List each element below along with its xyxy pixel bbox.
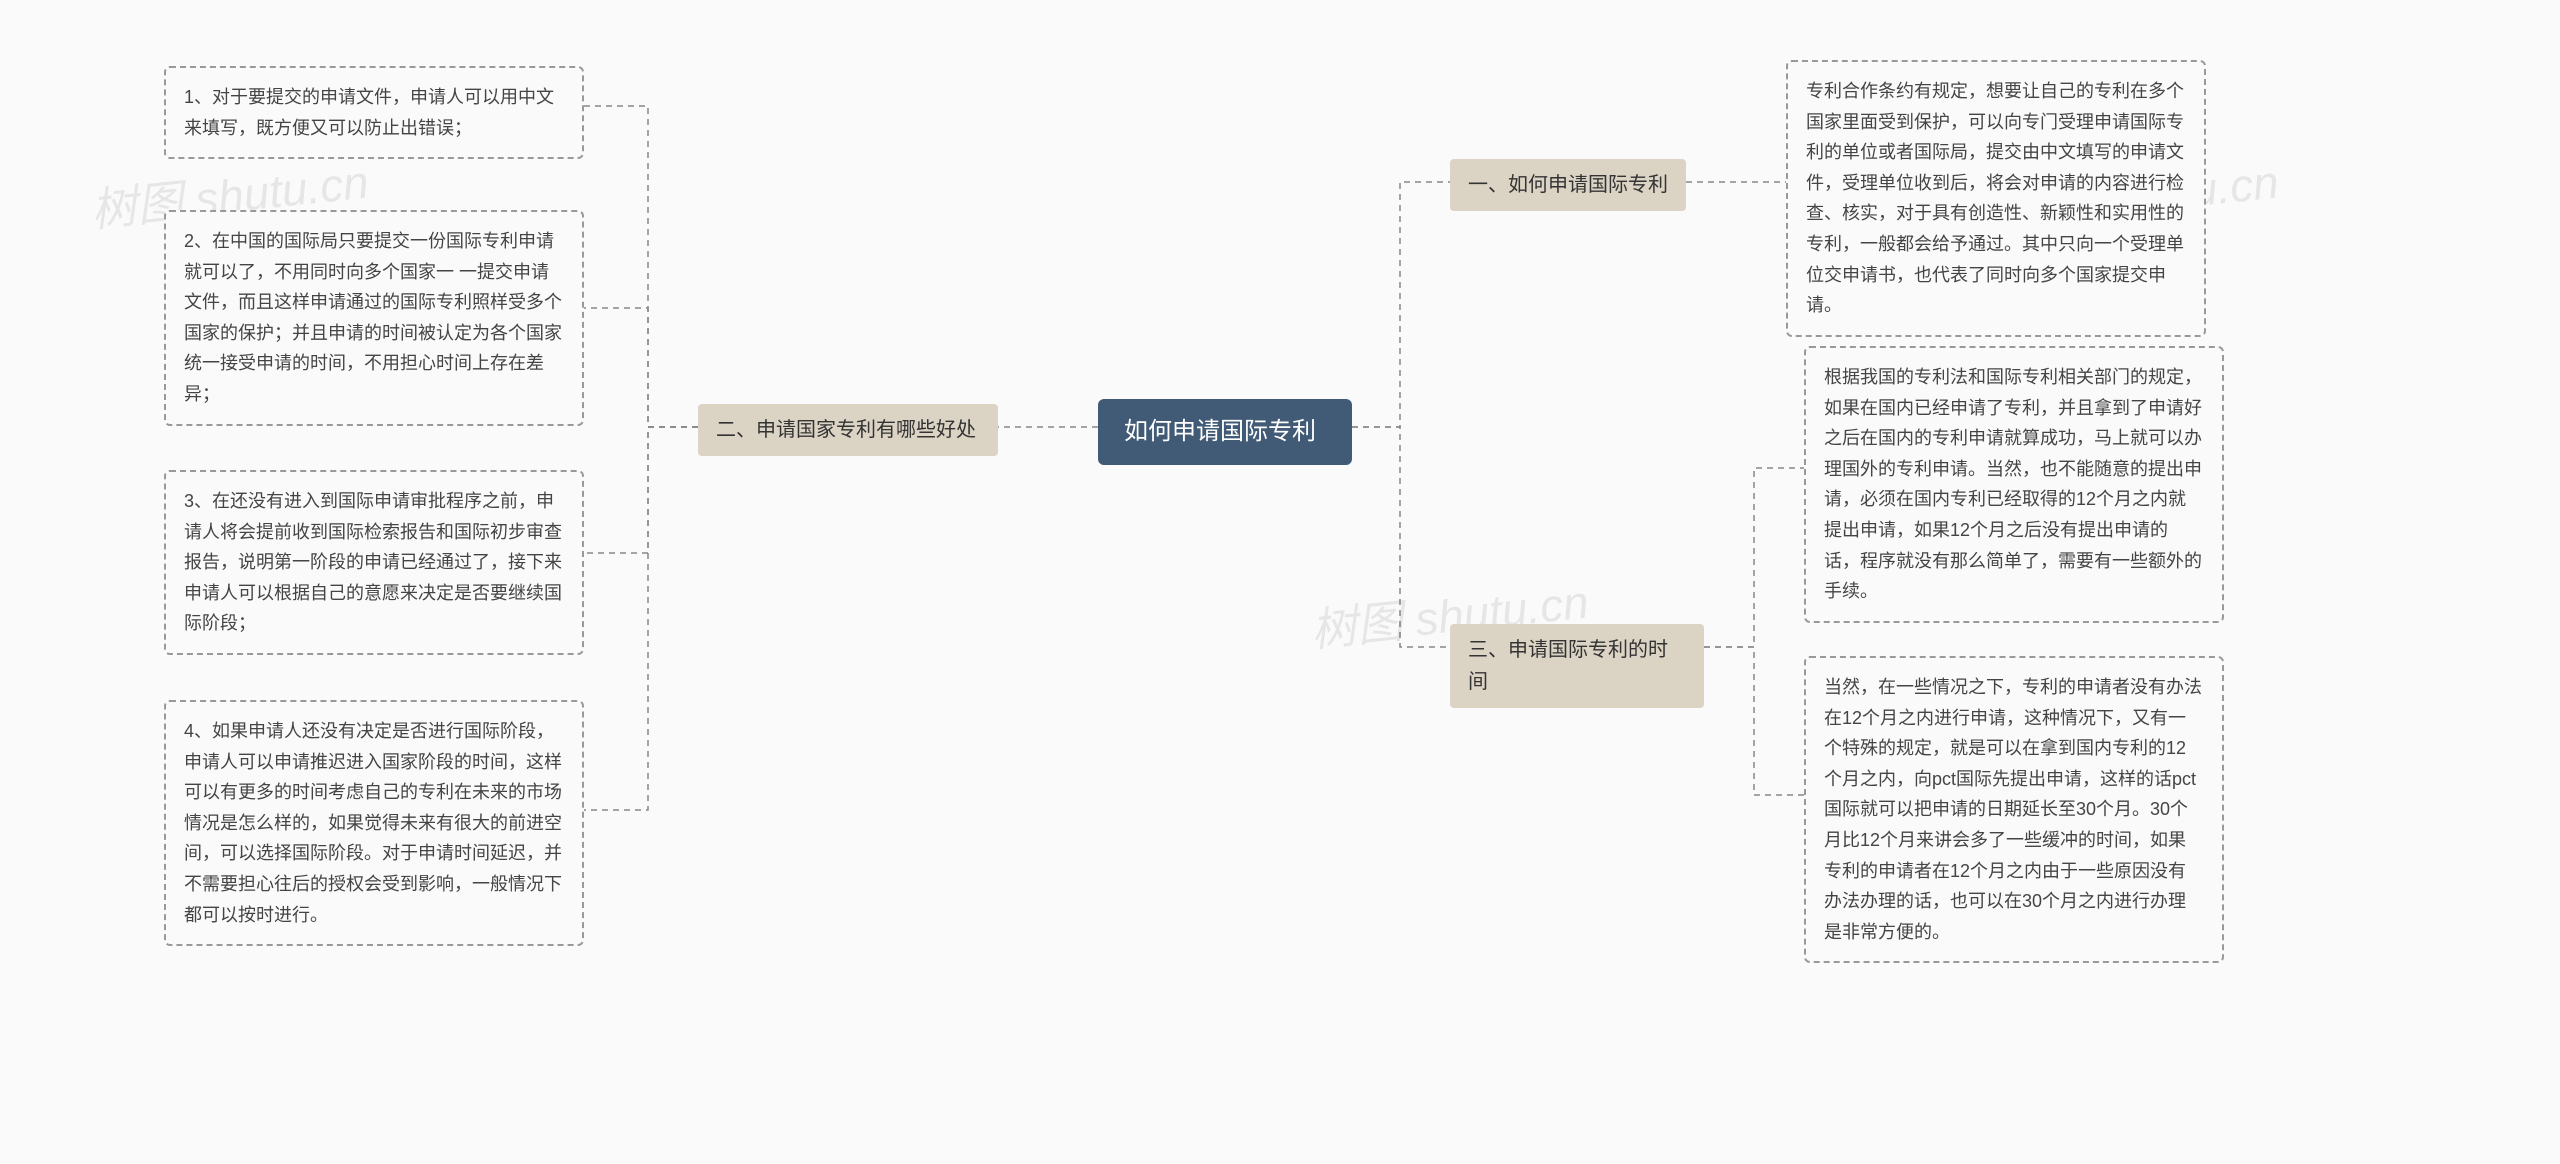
leaf-node-right-1-0[interactable]: 根据我国的专利法和国际专利相关部门的规定，如果在国内已经申请了专利，并且拿到了申… — [1804, 346, 2224, 623]
leaf-node-left-0-1[interactable]: 2、在中国的国际局只要提交一份国际专利申请就可以了，不用同时向多个国家一 一提交… — [164, 210, 584, 426]
branch-node-left-0[interactable]: 二、申请国家专利有哪些好处 — [698, 404, 998, 456]
mindmap-canvas: 树图 shutu.cn 树图 shutu.cn 树图 shutu.cn 如何申请… — [0, 0, 2560, 1164]
leaf-node-right-0-0[interactable]: 专利合作条约有规定，想要让自己的专利在多个国家里面受到保护，可以向专门受理申请国… — [1786, 60, 2206, 337]
leaf-node-right-1-1[interactable]: 当然，在一些情况之下，专利的申请者没有办法在12个月之内进行申请，这种情况下，又… — [1804, 656, 2224, 963]
branch-node-right-0[interactable]: 一、如何申请国际专利 — [1450, 159, 1686, 211]
branch-node-right-1[interactable]: 三、申请国际专利的时间 — [1450, 624, 1704, 708]
leaf-node-left-0-3[interactable]: 4、如果申请人还没有决定是否进行国际阶段，申请人可以申请推迟进入国家阶段的时间，… — [164, 700, 584, 946]
leaf-node-left-0-0[interactable]: 1、对于要提交的申请文件，申请人可以用中文来填写，既方便又可以防止出错误； — [164, 66, 584, 159]
center-node[interactable]: 如何申请国际专利 — [1098, 399, 1352, 465]
leaf-node-left-0-2[interactable]: 3、在还没有进入到国际申请审批程序之前，申请人将会提前收到国际检索报告和国际初步… — [164, 470, 584, 655]
